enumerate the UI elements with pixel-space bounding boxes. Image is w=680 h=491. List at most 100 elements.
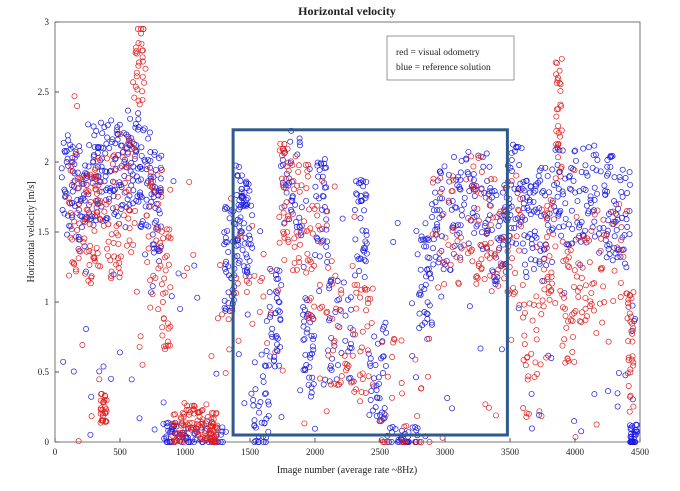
odometry-point — [83, 189, 90, 196]
reference-point — [129, 200, 136, 207]
odometry-point — [318, 239, 324, 246]
reference-point — [244, 263, 251, 270]
odometry-point — [569, 349, 576, 355]
reference-point — [278, 282, 285, 289]
reference-point — [146, 203, 153, 210]
reference-point — [224, 227, 231, 234]
reference-point — [300, 336, 307, 343]
odometry-point — [473, 273, 480, 280]
odometry-point — [122, 160, 129, 167]
odometry-point — [96, 376, 103, 383]
reference-point — [429, 214, 436, 220]
odometry-point — [169, 438, 176, 445]
odometry-point — [582, 282, 589, 289]
reference-point — [357, 215, 364, 222]
reference-point — [213, 370, 220, 377]
reference-point — [310, 336, 317, 343]
reference-point — [266, 362, 272, 369]
reference-point — [275, 275, 281, 282]
odometry-point — [524, 376, 531, 383]
reference-point — [323, 243, 330, 250]
reference-point — [86, 201, 93, 208]
odometry-point — [550, 231, 557, 238]
reference-point — [96, 368, 103, 375]
reference-point — [221, 229, 228, 236]
reference-point — [379, 326, 386, 333]
reference-point — [603, 254, 610, 261]
reference-point — [263, 318, 270, 325]
odometry-point — [463, 176, 470, 183]
odometry-point — [597, 265, 604, 272]
odometry-point — [225, 316, 232, 323]
odometry-point — [165, 233, 172, 240]
reference-point — [183, 435, 190, 442]
odometry-point — [86, 221, 93, 228]
reference-point — [256, 409, 263, 416]
reference-point — [628, 430, 635, 437]
odometry-point — [292, 153, 299, 160]
odometry-point — [70, 168, 77, 175]
reference-point — [417, 291, 424, 298]
odometry-point — [317, 375, 323, 382]
odometry-point — [528, 350, 535, 357]
reference-point — [560, 191, 567, 198]
odometry-point — [390, 339, 397, 346]
odometry-point — [562, 305, 568, 312]
reference-point — [352, 272, 358, 279]
reference-point — [522, 261, 528, 268]
odometry-point — [416, 439, 423, 445]
odometry-point — [424, 373, 431, 380]
reference-point — [528, 256, 534, 263]
reference-point — [63, 159, 70, 165]
odometry-point — [559, 342, 566, 349]
reference-point — [155, 247, 162, 254]
odometry-point — [74, 103, 81, 109]
reference-point — [141, 156, 148, 163]
reference-point — [314, 235, 321, 242]
reference-point — [273, 347, 280, 354]
odometry-point — [362, 389, 369, 396]
odometry-point — [68, 159, 75, 165]
odometry-point — [105, 221, 112, 228]
reference-point — [523, 177, 530, 184]
odometry-point — [243, 277, 250, 284]
odometry-point — [71, 218, 78, 225]
reference-point — [304, 326, 311, 333]
odometry-point — [147, 277, 154, 284]
odometry-point — [283, 176, 289, 183]
odometry-point — [560, 304, 566, 311]
odometry-point — [469, 258, 476, 265]
odometry-point — [316, 226, 323, 233]
odometry-point — [186, 178, 193, 185]
reference-point — [459, 212, 465, 219]
reference-point — [342, 337, 349, 344]
reference-point — [126, 192, 133, 199]
odometry-point — [290, 178, 297, 185]
odometry-point — [297, 241, 304, 248]
reference-point — [156, 258, 163, 265]
reference-point — [355, 198, 362, 205]
odometry-point — [581, 233, 587, 240]
odometry-point — [599, 319, 606, 326]
odometry-point — [575, 260, 582, 267]
reference-point — [98, 188, 105, 195]
odometry-point — [384, 439, 390, 445]
odometry-point — [557, 287, 564, 294]
reference-point — [587, 200, 594, 206]
odometry-point — [624, 208, 630, 214]
reference-point — [240, 202, 247, 209]
odometry-point — [109, 161, 116, 168]
odometry-point — [81, 235, 88, 242]
odometry-point — [478, 169, 485, 175]
odometry-point — [445, 197, 452, 204]
odometry-point — [243, 288, 250, 295]
reference-point — [424, 299, 431, 306]
odometry-point — [284, 229, 291, 236]
odometry-point — [126, 237, 133, 244]
reference-point — [74, 197, 81, 203]
odometry-point — [557, 81, 564, 88]
odometry-point — [629, 330, 636, 337]
odometry-point — [498, 235, 505, 242]
odometry-point — [114, 193, 121, 200]
reference-point — [138, 193, 145, 200]
